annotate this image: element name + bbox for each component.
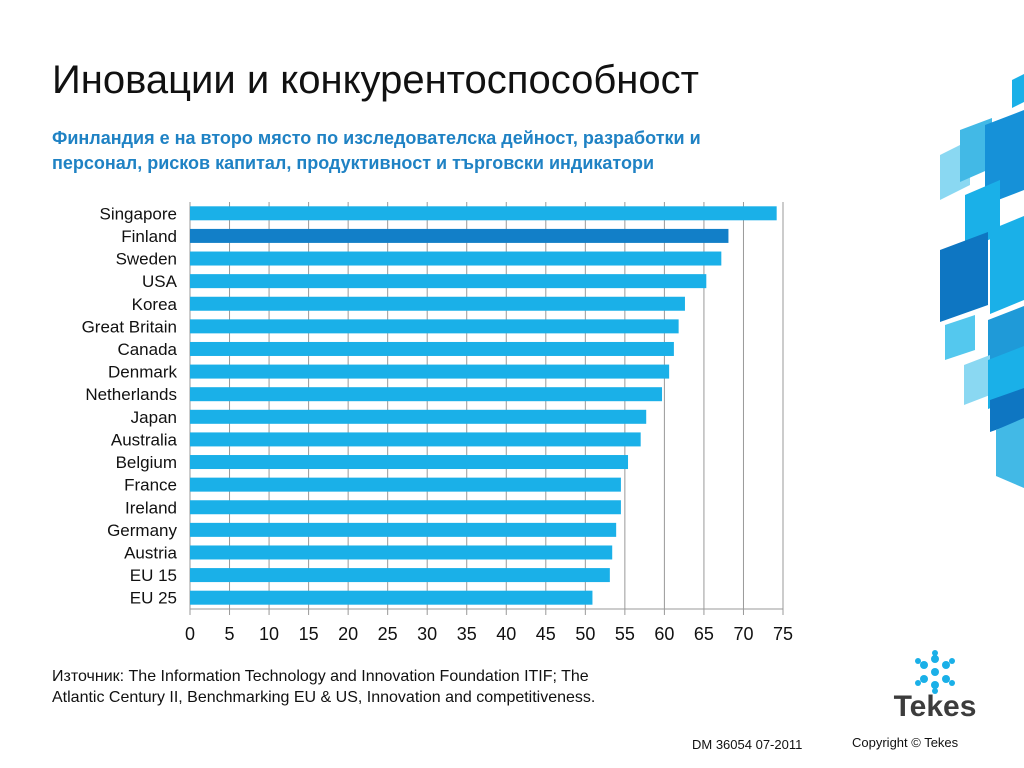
- x-tick-label: 60: [654, 624, 674, 644]
- bar-great-britain: [190, 319, 679, 334]
- x-tick-label: 75: [773, 624, 793, 644]
- bar-australia: [190, 432, 641, 447]
- bar-denmark: [190, 364, 670, 379]
- category-label: Singapore: [99, 204, 177, 223]
- chart-category-labels: Singapore Finland Sweden USA Korea Great Brit…: [82, 204, 178, 607]
- bar-sweden: [190, 251, 722, 266]
- x-tick-label: 0: [185, 624, 195, 644]
- bar-eu-25: [190, 590, 593, 605]
- category-label: Japan: [131, 408, 177, 427]
- bar-singapore: [190, 206, 777, 221]
- x-tick-label: 55: [615, 624, 635, 644]
- subtitle-line-1: Финландия е на второ място по изследоват…: [52, 128, 701, 148]
- chart-bars: [190, 206, 777, 605]
- category-label: Great Britain: [82, 317, 177, 336]
- document-id: DM 36054 07-2011: [692, 737, 803, 752]
- bar-eu-15: [190, 568, 610, 583]
- bar-japan: [190, 409, 647, 424]
- category-label: Netherlands: [85, 385, 177, 404]
- decorative-cubes: [940, 74, 1024, 488]
- source-note: Източник: The Information Technology and…: [52, 668, 596, 706]
- x-tick-label: 15: [299, 624, 319, 644]
- snowflake-icon: [915, 650, 955, 694]
- bar-netherlands: [190, 387, 663, 402]
- x-tick-label: 20: [338, 624, 358, 644]
- category-label: Korea: [132, 295, 178, 314]
- tekes-logo: Tekes: [880, 650, 990, 725]
- category-label: Canada: [117, 340, 177, 359]
- bar-austria: [190, 545, 613, 560]
- x-tick-label: 30: [417, 624, 437, 644]
- bar-finland: [190, 228, 729, 243]
- copyright-note: Copyright © Tekes: [852, 735, 959, 750]
- category-label: Ireland: [125, 498, 177, 517]
- slide-title: Иновации и конкурентоспособност: [52, 58, 699, 102]
- bar-germany: [190, 522, 617, 537]
- x-tick-label: 70: [733, 624, 753, 644]
- logo-text: Tekes: [893, 690, 977, 723]
- bar-france: [190, 477, 621, 492]
- subtitle-line-2: персонал, рисков капитал, продуктивност …: [52, 153, 655, 173]
- x-tick-label: 45: [536, 624, 556, 644]
- x-tick-label: 65: [694, 624, 714, 644]
- category-label: Belgium: [116, 453, 177, 472]
- category-label: Denmark: [108, 363, 177, 382]
- category-label: Germany: [107, 521, 177, 540]
- category-label: Austria: [124, 543, 177, 562]
- bar-korea: [190, 296, 685, 311]
- slide-subtitle: Финландия е на второ място по изследоват…: [52, 126, 852, 176]
- category-label: EU 15: [130, 566, 177, 585]
- x-tick-label: 40: [496, 624, 516, 644]
- category-label: Australia: [111, 430, 178, 449]
- bar-canada: [190, 341, 674, 356]
- bar-belgium: [190, 455, 629, 470]
- category-label: USA: [142, 272, 178, 291]
- x-tick-label: 25: [378, 624, 398, 644]
- category-label: Finland: [121, 227, 177, 246]
- chart-x-tick-labels: 0 5 10 15 20 25 30 35 40 45 50 55 60 65 70 75: [185, 624, 793, 644]
- category-label: EU 25: [130, 589, 177, 608]
- x-tick-label: 5: [225, 624, 235, 644]
- x-tick-label: 50: [575, 624, 595, 644]
- x-tick-label: 10: [259, 624, 279, 644]
- x-tick-label: 35: [457, 624, 477, 644]
- bar-usa: [190, 274, 707, 289]
- category-label: France: [124, 476, 177, 495]
- category-label: Sweden: [116, 250, 177, 269]
- bar-ireland: [190, 500, 621, 515]
